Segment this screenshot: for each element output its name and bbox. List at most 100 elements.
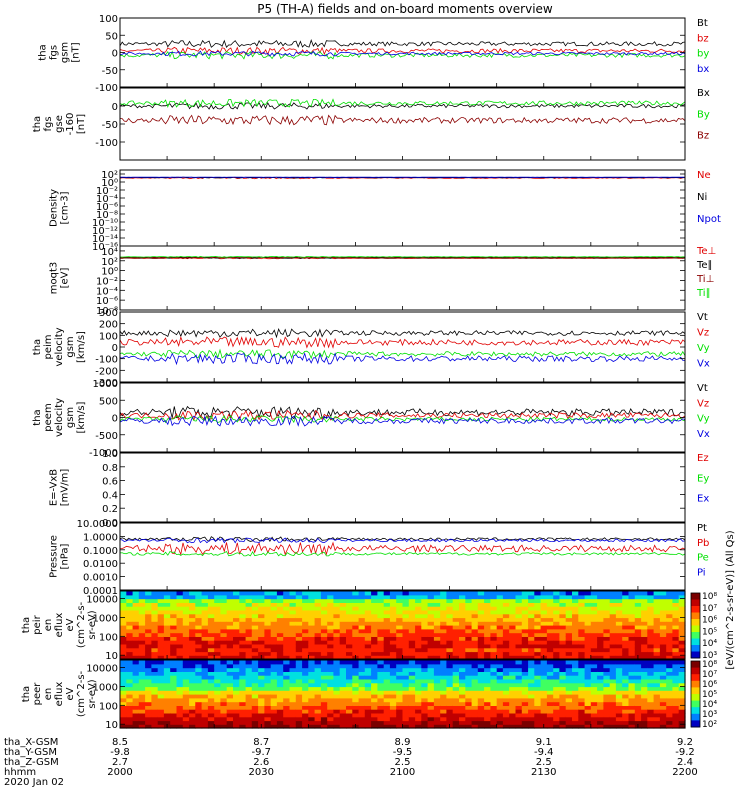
heatmap-cell	[308, 712, 316, 718]
heatmap-cell	[421, 655, 429, 660]
heatmap-cell	[176, 686, 184, 691]
heatmap-cell	[182, 651, 190, 656]
heatmap-cell	[189, 712, 196, 718]
heatmap-cell	[622, 716, 630, 722]
heatmap-cell	[427, 602, 435, 607]
heatmap-cell	[151, 613, 159, 619]
y-axis-label: tha	[32, 116, 43, 132]
heatmap-cell	[220, 724, 228, 729]
heatmap-cell	[628, 632, 636, 637]
heatmap-cell	[603, 621, 611, 626]
heatmap-cell	[446, 606, 454, 611]
heatmap-cell	[295, 724, 303, 729]
heatmap-cell	[245, 675, 253, 680]
heatmap-cell	[201, 628, 209, 634]
heatmap-cell	[578, 621, 586, 626]
heatmap-cell	[528, 628, 535, 634]
heatmap-cell	[402, 667, 410, 672]
heatmap-cell	[120, 671, 127, 676]
heatmap-cell	[207, 671, 215, 676]
heatmap-cell	[459, 682, 466, 688]
heatmap-cell	[484, 602, 491, 607]
heatmap-cell	[496, 686, 504, 691]
heatmap-cell	[371, 621, 378, 626]
heatmap-cell	[465, 636, 473, 641]
heatmap-cell	[364, 617, 372, 622]
heatmap-cell	[346, 632, 353, 637]
heatmap-cell	[666, 697, 674, 703]
heatmap-cell	[314, 628, 322, 634]
heatmap-cell	[396, 667, 404, 672]
heatmap-cell	[590, 594, 598, 600]
heatmap-cell	[333, 617, 341, 622]
heatmap-cell	[314, 602, 322, 607]
heatmap-cell	[201, 690, 209, 695]
heatmap-cell	[176, 712, 184, 718]
panel-frame	[119, 245, 686, 311]
heatmap-cell	[170, 663, 178, 669]
heatmap-cell	[346, 628, 353, 634]
heatmap-cell	[233, 598, 240, 603]
heatmap-cell	[528, 621, 535, 626]
heatmap-cell	[603, 651, 611, 656]
heatmap-cell	[484, 640, 491, 645]
heatmap-cell	[590, 602, 598, 607]
x-row-value: 8.7	[253, 737, 269, 748]
heatmap-cell	[389, 628, 397, 634]
heatmap-cell	[295, 675, 303, 680]
heatmap-cell	[126, 671, 134, 676]
heatmap-cell	[371, 636, 378, 641]
heatmap-cell	[138, 701, 146, 706]
heatmap-cell	[270, 636, 278, 641]
heatmap-cell	[308, 613, 316, 619]
heatmap-cell	[276, 609, 284, 615]
heatmap-cell	[314, 701, 322, 706]
heatmap-cell	[371, 690, 378, 695]
heatmap-cell	[565, 598, 573, 603]
heatmap-cell	[647, 686, 655, 691]
y-axis-label: [mV/m]	[60, 469, 71, 507]
heatmap-cell	[295, 598, 303, 603]
heatmap-cell	[383, 613, 391, 619]
heatmap-cell	[546, 686, 554, 691]
heatmap-cell	[597, 709, 604, 714]
heatmap-cell	[145, 628, 152, 634]
heatmap-cell	[264, 705, 272, 710]
legend-Vx: Vx	[697, 429, 710, 440]
heatmap-cell	[245, 632, 253, 637]
heatmap-cell	[132, 636, 140, 641]
heatmap-cell	[176, 724, 184, 729]
y-axis-label: [nT]	[76, 114, 87, 134]
heatmap-cell	[446, 712, 454, 718]
heatmap-cell	[163, 598, 171, 603]
heatmap-cell	[528, 660, 535, 665]
heatmap-cell	[138, 686, 146, 691]
heatmap-cell	[157, 591, 165, 596]
heatmap-cell	[565, 709, 573, 714]
heatmap-cell	[302, 709, 309, 714]
heatmap-cell	[578, 606, 586, 611]
heatmap-cell	[258, 643, 265, 649]
heatmap-cell	[145, 647, 152, 653]
heatmap-cell	[634, 671, 642, 676]
heatmap-cell	[339, 678, 347, 684]
heatmap-cell	[622, 678, 630, 684]
heatmap-cell	[295, 660, 303, 665]
heatmap-cell	[540, 636, 548, 641]
heatmap-cell	[220, 671, 228, 676]
heatmap-cell	[126, 705, 134, 710]
heatmap-cell	[446, 643, 454, 649]
heatmap-cell	[528, 690, 535, 695]
heatmap-cell	[308, 675, 316, 680]
heatmap-cell	[515, 617, 523, 622]
heatmap-cell	[302, 686, 309, 691]
heatmap-cell	[459, 663, 466, 669]
heatmap-cell	[371, 712, 378, 718]
heatmap-cell	[515, 697, 523, 703]
heatmap-cell	[408, 598, 416, 603]
heatmap-cell	[189, 678, 196, 684]
heatmap-cell	[584, 621, 592, 626]
heatmap-cell	[597, 667, 604, 672]
heatmap-cell	[346, 625, 353, 630]
